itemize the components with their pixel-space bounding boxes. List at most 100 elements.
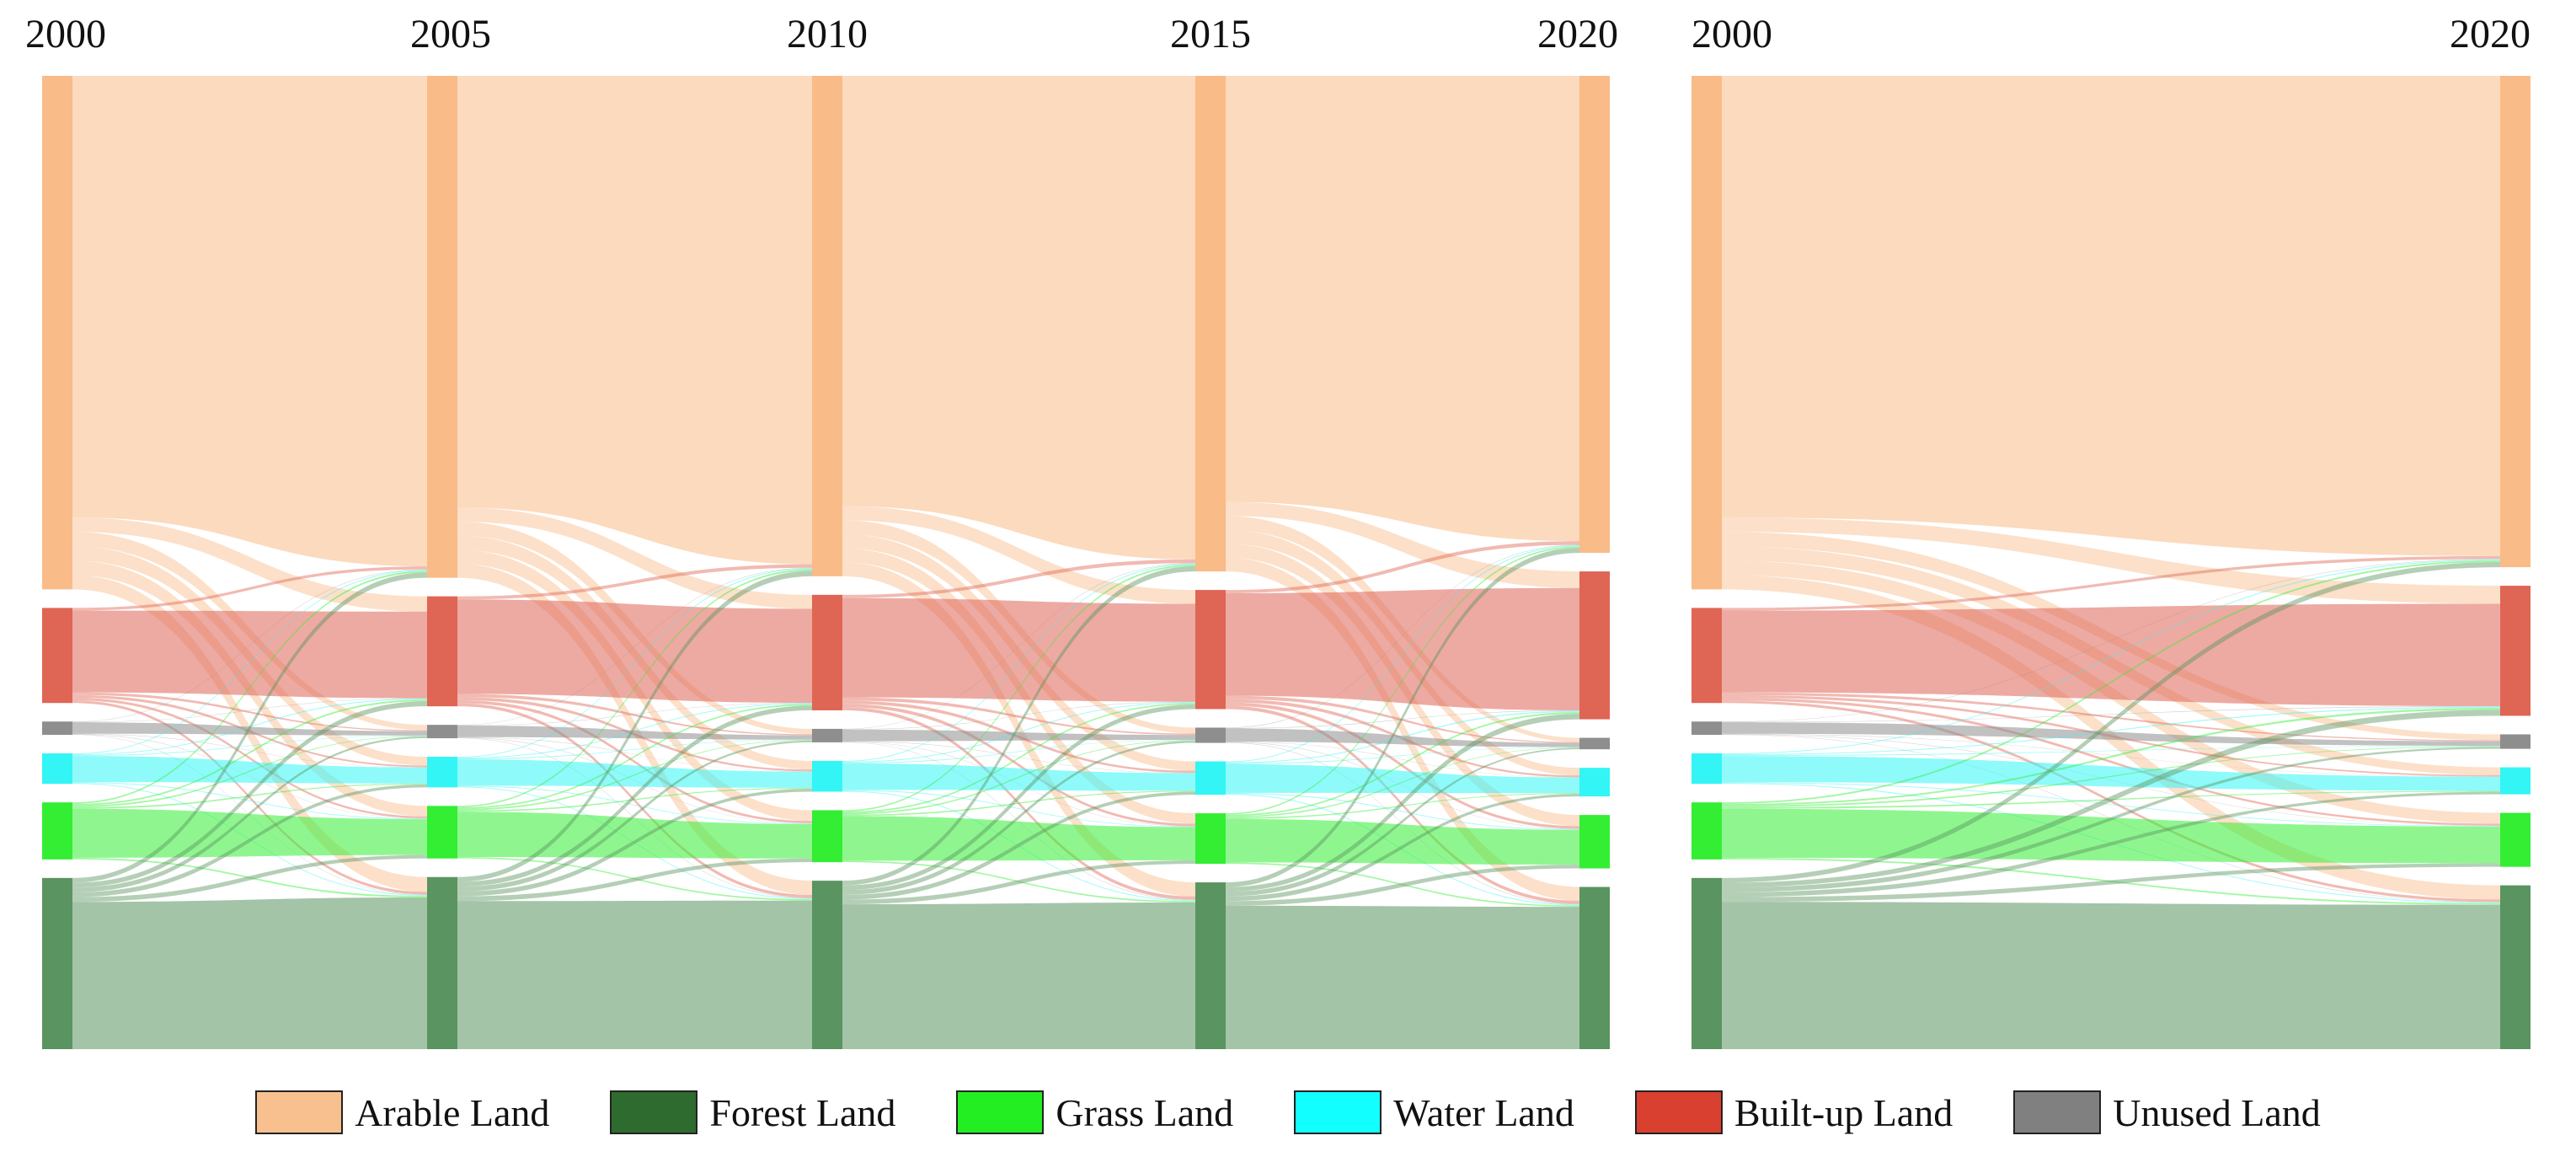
flow-link	[1226, 742, 1579, 905]
node-water-land2000	[1692, 753, 1722, 785]
node-unused-land2000	[1692, 721, 1722, 736]
sankey-panel-1: 2000 2005 2010 2015 2020	[25, 12, 1618, 1049]
flow-link	[72, 697, 427, 819]
flow-link	[1722, 560, 2500, 805]
flow-link	[1226, 710, 1579, 729]
legend-label-grass: Grass Land	[1056, 1090, 1234, 1134]
flow-link	[842, 860, 1195, 903]
year-label: 2020	[2450, 12, 2531, 56]
flow-link	[1722, 746, 2500, 807]
legend-swatch-water	[1294, 1090, 1382, 1134]
node-forest-land2015	[1195, 882, 1226, 1049]
flow-link	[72, 784, 427, 897]
node-unused-land2000	[42, 721, 72, 736]
legend-swatch-builtup	[1634, 1090, 1723, 1134]
flow-link	[457, 705, 812, 887]
flow-link	[72, 782, 427, 820]
flow-link	[842, 559, 1195, 598]
flow-link	[1722, 517, 2500, 604]
node-arable-land2010	[812, 76, 842, 576]
flow-link	[457, 858, 812, 902]
flow-link	[72, 736, 427, 892]
flow-link	[457, 739, 812, 760]
node-water-land2005	[427, 757, 457, 788]
flow-link	[1226, 705, 1579, 904]
flow-link	[1722, 555, 2500, 611]
flow-link	[457, 570, 812, 882]
flow-link	[72, 701, 427, 888]
flow-link	[1722, 863, 2500, 903]
flow-link	[1722, 700, 2500, 903]
legend-swatch-grass	[956, 1090, 1045, 1134]
flow-link	[1226, 711, 1579, 817]
node-grass-land2005	[427, 806, 457, 859]
node-grass-land2010	[812, 810, 842, 863]
flow-link	[72, 735, 427, 757]
flow-link	[457, 740, 812, 892]
flow-link	[1722, 746, 2500, 757]
flow-link	[1722, 733, 2500, 777]
sankey-chart: 2000 2005 2010 2015 2020 2000 2020	[25, 12, 2531, 1049]
flow-link	[457, 699, 812, 823]
flow-link	[842, 703, 1195, 813]
node-unused-land2020	[2500, 734, 2531, 749]
node-grass-land2020	[2500, 812, 2531, 867]
flow-link	[1226, 905, 1579, 1049]
flow-link	[842, 707, 1195, 900]
flow-link	[72, 722, 427, 736]
flow-link	[1722, 706, 2500, 723]
legend-label-water: Water Land	[1393, 1090, 1574, 1134]
flow-link	[457, 569, 812, 808]
flow-link	[1722, 692, 2500, 742]
flow-link	[842, 903, 1195, 1049]
flow-link	[72, 569, 427, 722]
flow-link	[1226, 865, 1579, 906]
flow-link	[842, 597, 1195, 702]
flow-link	[457, 788, 812, 897]
flow-link	[72, 698, 427, 723]
flow-link	[1722, 707, 2500, 806]
flow-link	[842, 704, 1195, 891]
flow-link	[457, 568, 812, 758]
flow-link	[842, 791, 1195, 900]
flow-link	[1226, 710, 1579, 763]
flow-link	[842, 564, 1195, 812]
flow-link	[1226, 557, 1579, 901]
flow-link	[1226, 544, 1579, 763]
flow-link	[1722, 902, 2500, 1049]
node-water-land2015	[1195, 761, 1226, 795]
year-label: 2015	[1170, 12, 1251, 56]
flow-link	[72, 857, 427, 898]
flow-link	[457, 900, 812, 1049]
flow-link	[842, 729, 1195, 742]
flow-link	[457, 703, 812, 726]
node-arable-land2000	[1692, 76, 1722, 590]
flow-link	[1722, 697, 2500, 826]
flow-link	[457, 694, 812, 736]
node-built-up-land2010	[812, 594, 842, 710]
flow-link	[842, 506, 1195, 604]
year-label: 2020	[1537, 12, 1618, 56]
flow-link	[1722, 808, 2500, 864]
flow-link	[842, 740, 1195, 763]
flow-link	[1226, 862, 1579, 908]
flow-link	[1226, 792, 1579, 830]
node-forest-land2020	[2500, 885, 2531, 1049]
node-grass-land2020	[1579, 815, 1610, 869]
flow-link	[1226, 587, 1579, 711]
flow-link	[842, 860, 1195, 905]
legend-item-water: Water Land	[1294, 1090, 1574, 1135]
flow-link	[1226, 747, 1579, 897]
flow-link	[72, 610, 427, 699]
flow-link	[72, 570, 427, 805]
flow-link	[1226, 695, 1579, 743]
flow-link	[457, 507, 812, 609]
node-built-up-land2000	[1692, 608, 1722, 704]
flow-link	[1226, 742, 1579, 778]
node-unused-land2020	[1579, 737, 1610, 750]
legend-item-unused: Unused Land	[2013, 1090, 2321, 1135]
flow-link	[842, 741, 1195, 774]
flow-link	[72, 517, 427, 612]
flow-link	[1722, 76, 2500, 556]
flow-link	[457, 785, 812, 825]
